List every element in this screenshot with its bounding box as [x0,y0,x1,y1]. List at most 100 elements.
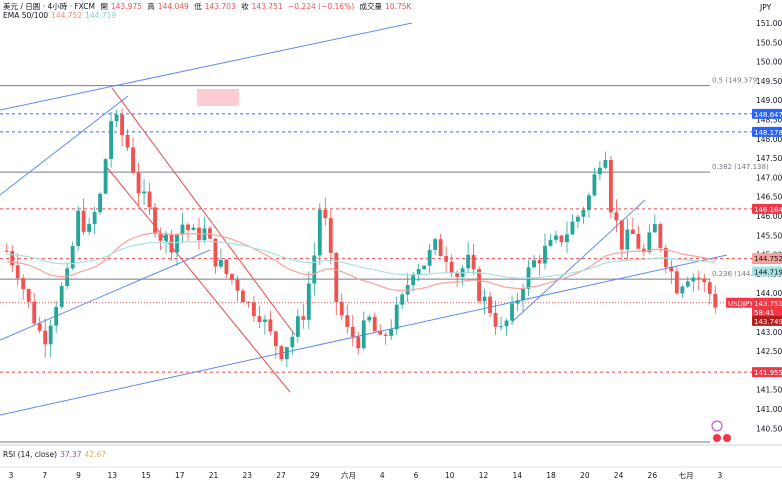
candle-body [608,159,613,213]
candle-body [636,233,641,249]
price-tag-bg [752,126,782,137]
candle-body [37,323,42,331]
x-tick-label: 7 [42,471,47,480]
candle-body [169,234,174,253]
candle-body [702,278,707,283]
currency-label: JPY [760,3,772,12]
symbol-title[interactable]: 美元 / 日圓 · 4小時 · FXCM [3,2,95,11]
price-tag-bg [752,108,782,119]
candle-body [641,248,646,253]
x-tick-label: 13 [107,471,117,480]
candle-body [493,312,498,327]
low-value: 143.703 [204,2,236,11]
candle-body [70,245,75,269]
inner-channel-line [0,95,129,196]
open-value: 143.975 [110,2,142,11]
candle-body [103,159,108,194]
candle-body [389,329,394,336]
candle-body [696,277,701,279]
candle-body [372,316,377,332]
candle-body [10,250,15,266]
candle-body [87,224,92,232]
candle-body [444,256,449,262]
candle-body [240,290,245,303]
candle-body [416,269,421,275]
close-value: 143.751 [251,2,283,11]
candle-body [306,283,311,320]
candle-body [32,301,37,324]
candle-body [669,267,674,272]
x-tick-label: 29 [310,471,320,480]
candle-body [559,235,564,243]
y-tick-label: 147.000 [756,173,782,182]
candle-body [109,121,114,160]
x-tick-label: 20 [580,471,590,480]
candle-body [691,277,696,282]
high-value: 144.049 [157,2,189,11]
price-tag-label: 144.719 [754,268,782,276]
candle-body [213,238,218,267]
candle-body [630,229,635,234]
y-tick-label: 140.500 [756,424,782,433]
candle-body [312,255,317,284]
rsi-label[interactable]: RSI (14, close) [3,450,58,459]
ema100-value: 144.719 [85,11,117,20]
x-tick-label: 七月 [679,471,694,480]
candle-body [482,296,487,302]
candle-body [186,224,190,231]
candle-body [131,147,135,173]
rsi-legend: RSI (14, close) 37.37 42.67 [3,450,109,459]
price-tag-bg [752,297,782,308]
candle-body [581,210,586,217]
price-tag-bg [752,203,782,214]
candle-body [455,273,460,277]
y-tick-label: 149.500 [756,77,782,86]
x-tick-label: 六月 [341,470,356,480]
candle-body [54,306,59,326]
y-tick-label: 141.000 [756,405,782,414]
candle-body [400,294,405,305]
price-tag-label: 143.749 [754,318,782,326]
candle-body [279,346,284,360]
candle-body [466,254,471,269]
candle-body [273,331,278,347]
candle-body [422,265,427,270]
x-tick-label: 15 [141,471,151,480]
candle-body [707,282,712,294]
y-tick-label: 144.000 [756,289,782,298]
candle-body [488,296,492,313]
volume-label: 成交量 [359,2,383,11]
candle-body [411,274,416,286]
y-tick-label: 150.500 [756,38,782,47]
y-tick-label: 147.500 [756,154,782,163]
candle-body [81,210,86,232]
x-tick-label: 14 [513,471,523,480]
candle-body [15,265,20,279]
candle-body [587,195,591,211]
ema-label[interactable]: EMA 50/100 [3,11,49,20]
y-tick-label: 146.500 [756,193,782,202]
y-tick-label: 141.500 [756,386,782,395]
candle-body [114,114,119,122]
down-channel-lower [104,164,291,393]
candle-body [367,316,372,321]
candles [4,108,718,368]
candle-body [554,235,558,240]
x-tick-label: 17 [175,471,185,480]
candle-body [433,239,438,250]
candle-body [625,229,630,250]
candle-body [76,210,81,246]
x-tick-label: 26 [648,471,658,480]
candle-body [663,247,668,268]
ema50-value: 144.752 [51,11,83,20]
x-tick-label: 9 [76,471,81,480]
candle-body [499,326,503,328]
x-tick-label: 27 [276,471,286,480]
candle-body [652,224,657,233]
candle-body [521,288,525,301]
candle-body [378,331,383,335]
event-icon [723,434,731,442]
x-tick-label: 12 [479,471,489,480]
x-tick-label: 10 [445,471,455,480]
